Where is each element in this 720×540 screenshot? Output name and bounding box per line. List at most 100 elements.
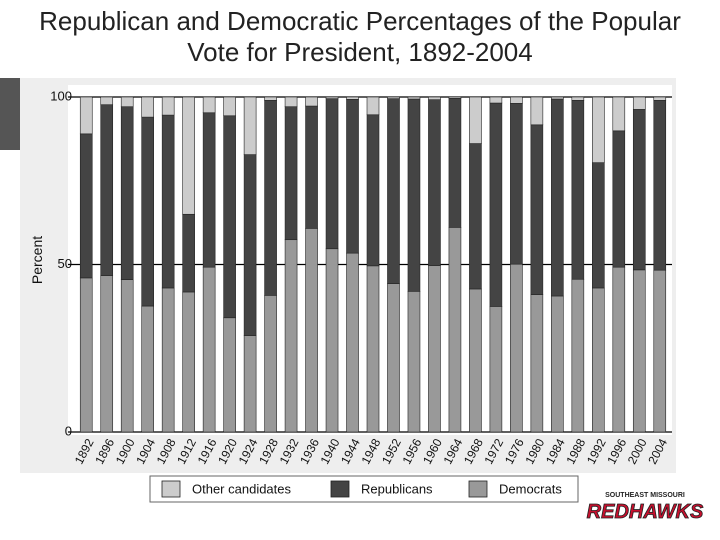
bar-segment [407, 96, 421, 100]
bar-segment [264, 96, 277, 101]
bar-segment [632, 96, 646, 110]
legend-label: Other candidates [192, 481, 292, 496]
y-tick-label: 100 [50, 88, 72, 103]
logo-name: REDHAWKS [587, 501, 704, 523]
legend-swatch [161, 480, 181, 498]
bar-segment [100, 104, 114, 276]
bar-segment [612, 96, 626, 132]
bar-segment [387, 98, 400, 284]
bar-segment [571, 278, 585, 433]
legend-swatch [468, 480, 488, 498]
bar-segment [223, 115, 236, 319]
bar-segment [407, 290, 421, 433]
bar-segment [407, 98, 421, 292]
bar-segment [469, 288, 482, 433]
bar-segment [530, 96, 544, 126]
bar-segment [469, 143, 482, 290]
bar-segment [448, 98, 462, 228]
bar-segment [510, 103, 523, 265]
bar-segment [551, 96, 564, 100]
bar-segment [448, 227, 462, 433]
bar-segment [243, 154, 257, 336]
bar-segment [551, 295, 564, 433]
bar-segment [346, 96, 359, 100]
bar-segment [161, 287, 175, 433]
bar-segment [141, 305, 154, 433]
bar-segment [243, 335, 257, 433]
bar-segment [346, 99, 359, 254]
bar-segment [305, 105, 318, 229]
bar-segment [387, 283, 400, 433]
bar-segment [653, 100, 667, 271]
bar-segment [530, 124, 544, 295]
bar-segment [141, 116, 154, 307]
y-axis-label: Percent [29, 236, 45, 284]
bar-segment [325, 96, 339, 99]
bar-segment [469, 96, 482, 144]
bar-segment [182, 96, 195, 215]
bar-segment [202, 112, 216, 268]
bar-segment [510, 96, 523, 104]
bar-segment [100, 275, 114, 433]
bar-segment [612, 130, 626, 268]
bar-segment [571, 96, 585, 101]
bar-segment [223, 96, 236, 117]
bar-segment [530, 294, 544, 433]
bar-segment [100, 96, 114, 106]
bar-segment [264, 295, 277, 433]
bar-segment [489, 306, 503, 433]
bar-segment [592, 96, 605, 163]
bar-segment [366, 265, 380, 433]
bar-segment [182, 213, 195, 293]
legend-swatch [330, 480, 350, 498]
bar-segment [325, 98, 339, 250]
bar-segment [632, 269, 646, 433]
bar-segment [366, 96, 380, 116]
logo-top: SOUTHEAST MISSOURI [605, 492, 685, 499]
legend-label: Democrats [499, 481, 562, 496]
bar-segment [592, 287, 605, 433]
bar-segment [612, 266, 626, 433]
bar-segment [202, 266, 216, 433]
bar-segment [632, 109, 646, 271]
y-tick-label: 0 [65, 423, 72, 438]
bar-segment [120, 279, 134, 433]
bar-segment [325, 248, 339, 433]
bar-segment [79, 133, 93, 279]
bar-segment [346, 252, 359, 433]
bar-segment [489, 96, 503, 104]
chart-title: Republican and Democratic Percentages of… [39, 6, 681, 67]
bar-segment [284, 96, 298, 108]
bar-segment [448, 96, 462, 99]
y-tick-label: 50 [58, 256, 72, 271]
bar-segment [592, 162, 605, 289]
bar-segment [182, 291, 195, 433]
bar-segment [387, 96, 400, 99]
legend-box [149, 475, 579, 503]
bar-segment [653, 269, 667, 433]
bar-segment [551, 98, 564, 297]
bar-segment [653, 96, 667, 101]
legend-label: Republicans [361, 481, 433, 496]
bar-segment [79, 96, 93, 135]
bar-segment [305, 228, 318, 433]
bar-segment [428, 99, 441, 266]
bar-segment [223, 317, 236, 433]
bar-segment [120, 106, 134, 280]
bar-segment [120, 96, 134, 108]
bar-segment [243, 96, 257, 155]
bar-segment [571, 100, 585, 280]
bar-segment [161, 96, 175, 116]
bar-segment [284, 106, 298, 241]
bar-segment [284, 239, 298, 433]
bar-segment [79, 277, 93, 433]
bar-segment [264, 100, 277, 296]
bar-segment [366, 114, 380, 267]
bar-segment [428, 265, 441, 433]
bar-segment [161, 114, 175, 289]
bar-segment [202, 96, 216, 114]
bar-segment [489, 102, 503, 307]
bar-segment [428, 96, 441, 100]
